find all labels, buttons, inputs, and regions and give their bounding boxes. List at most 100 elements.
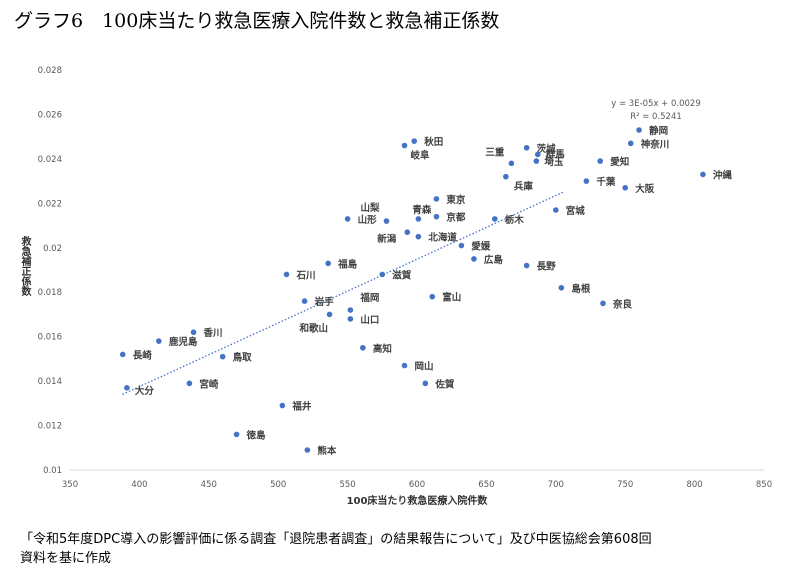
point-label: 長野: [537, 262, 557, 273]
source-note-line-2: 資料を基に作成: [20, 551, 112, 566]
point-marker: [523, 144, 530, 151]
data-point: 大阪: [622, 183, 655, 195]
point-marker: [508, 160, 515, 167]
point-marker: [304, 447, 311, 453]
data-point: 三重: [485, 146, 515, 167]
point-label: 広島: [484, 254, 504, 266]
point-marker: [533, 158, 540, 164]
point-label: 熊本: [317, 445, 337, 457]
data-point: 岩手: [301, 296, 334, 308]
point-label: 香川: [203, 327, 223, 339]
point-label: 栃木: [505, 214, 525, 226]
y-tick-label: 0.01: [43, 466, 62, 476]
point-label: 岐阜: [411, 150, 431, 162]
data-point: 青森: [412, 204, 432, 222]
trendline: [122, 191, 565, 395]
data-point: 高知: [360, 343, 392, 355]
data-point: 栃木: [491, 214, 525, 226]
point-marker: [503, 173, 509, 180]
point-marker: [186, 380, 193, 387]
point-label: 京都: [446, 212, 466, 224]
y-tick-label: 0.024: [38, 155, 62, 165]
point-marker: [471, 256, 477, 262]
point-label: 東京: [445, 194, 466, 206]
x-tick-label: 700: [548, 480, 564, 490]
x-tick-label: 800: [686, 480, 702, 490]
point-marker: [404, 229, 411, 236]
chart-title: グラフ6 100床当たり救急医療入院件数と救急補正係数: [14, 10, 500, 32]
point-label: 群馬: [545, 148, 566, 160]
point-marker: [429, 293, 436, 300]
point-label: 佐賀: [434, 378, 455, 390]
point-marker: [553, 207, 559, 213]
y-tick-label: 0.014: [38, 377, 62, 387]
data-point: 山形: [344, 214, 378, 226]
x-tick-label: 350: [62, 480, 78, 490]
data-point: 群馬: [534, 148, 566, 160]
point-marker: [325, 260, 331, 267]
point-label: 大分: [135, 385, 155, 397]
point-label: 和歌山: [299, 322, 329, 334]
point-label: 宮城: [566, 205, 586, 217]
data-point: 宮崎: [186, 378, 219, 390]
point-marker: [491, 216, 498, 222]
point-label: 福岡: [359, 292, 379, 304]
data-point: 新潟: [377, 229, 411, 245]
point-marker: [433, 213, 440, 220]
point-marker: [597, 158, 604, 164]
point-label: 秋田: [423, 136, 443, 148]
y-tick-label: 0.028: [38, 66, 62, 76]
data-point: 東京: [433, 194, 466, 206]
data-point: 長崎: [119, 349, 153, 361]
data-point: 熊本: [304, 445, 337, 457]
point-label: 山梨: [360, 202, 380, 214]
y-tick-label: 0.016: [38, 333, 62, 343]
point-label: 青森: [412, 204, 432, 216]
point-label: 愛知: [610, 156, 629, 168]
data-point: 秋田: [411, 136, 443, 148]
point-label: 富山: [442, 292, 461, 304]
data-point: 香川: [190, 327, 223, 339]
data-point: 鹿児島: [156, 336, 198, 348]
data-point: 岡山: [401, 361, 434, 373]
point-label: 滋賀: [392, 269, 412, 281]
data-point: 福井: [279, 401, 312, 413]
point-label: 神奈川: [641, 138, 670, 150]
trendline-r2: R² = 0.5241: [630, 112, 682, 122]
point-marker: [600, 300, 606, 307]
y-tick-label: 0.012: [38, 422, 62, 432]
x-tick-label: 550: [339, 480, 355, 490]
point-marker: [558, 284, 565, 291]
data-point: 徳島: [233, 429, 266, 441]
data-point: 沖縄: [700, 169, 732, 181]
point-marker: [124, 384, 130, 391]
point-marker: [411, 138, 418, 144]
point-label: 岡山: [415, 361, 434, 373]
point-marker: [233, 431, 240, 438]
point-marker: [622, 184, 628, 191]
y-axis: 0.01 0.012 0.014 0.016 0.018 0.02 0.022 0.024 0.…: [38, 66, 62, 476]
data-point: 静岡: [636, 125, 668, 137]
x-axis: 350 400 450 500 550 600 650 700 750 800 850: [62, 480, 772, 490]
point-label: 高知: [373, 343, 392, 355]
y-tick-label: 0.022: [38, 199, 62, 209]
point-label: 山形: [358, 214, 378, 226]
x-tick-label: 750: [617, 480, 633, 490]
point-marker: [401, 362, 408, 369]
y-tick-label: 0.018: [38, 288, 62, 298]
point-marker: [344, 216, 351, 222]
data-point: 長野: [523, 262, 557, 273]
point-label: 新潟: [377, 233, 397, 245]
data-point: 山梨: [360, 202, 390, 224]
point-marker: [360, 344, 366, 351]
point-marker: [583, 178, 590, 184]
point-marker: [700, 171, 706, 178]
data-point: 石川: [283, 270, 316, 281]
source-note-line-1: 「令和5年度DPC導入の影響評価に係る調査「退院患者調査」の結果報告について」及…: [20, 532, 652, 547]
data-point: 山口: [347, 314, 379, 326]
point-marker: [347, 316, 354, 322]
point-label: 長崎: [133, 349, 153, 361]
point-marker: [534, 151, 541, 158]
